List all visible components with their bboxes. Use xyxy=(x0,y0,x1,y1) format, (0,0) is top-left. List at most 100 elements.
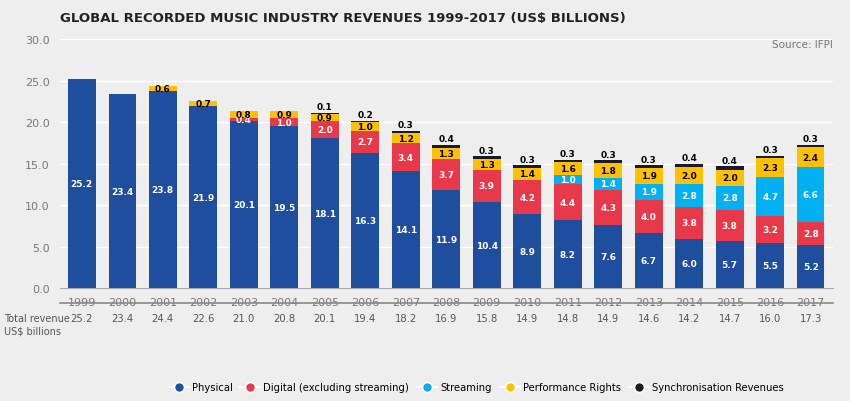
Bar xyxy=(716,210,744,241)
Bar xyxy=(473,157,501,160)
Text: 8.9: 8.9 xyxy=(519,247,536,256)
Bar xyxy=(756,217,784,243)
Text: 23.4: 23.4 xyxy=(111,313,133,323)
Text: 5.2: 5.2 xyxy=(802,263,819,271)
Text: 0.2: 0.2 xyxy=(357,111,373,119)
Bar xyxy=(392,144,420,172)
Bar xyxy=(635,168,662,184)
Text: 16.3: 16.3 xyxy=(354,217,377,226)
Bar xyxy=(594,161,622,164)
Text: 5.7: 5.7 xyxy=(722,261,738,269)
Text: 21.0: 21.0 xyxy=(233,313,255,323)
Text: 0.3: 0.3 xyxy=(479,146,495,155)
Bar xyxy=(352,154,379,289)
Text: 0.3: 0.3 xyxy=(398,121,414,130)
Text: 4.3: 4.3 xyxy=(600,203,616,213)
Bar xyxy=(392,131,420,134)
Bar xyxy=(676,239,703,289)
Text: 20.1: 20.1 xyxy=(314,313,336,323)
Text: 10.4: 10.4 xyxy=(476,241,498,250)
Text: 2.7: 2.7 xyxy=(357,138,373,147)
Bar xyxy=(554,176,581,184)
Bar xyxy=(554,221,581,289)
Bar xyxy=(473,160,501,170)
Text: 19.4: 19.4 xyxy=(354,313,377,323)
Bar xyxy=(594,190,622,226)
Bar xyxy=(716,241,744,289)
Bar xyxy=(797,145,824,148)
Text: 0.1: 0.1 xyxy=(317,103,332,112)
Text: 20.8: 20.8 xyxy=(273,313,295,323)
Text: 1.0: 1.0 xyxy=(276,118,292,128)
Bar xyxy=(190,101,217,107)
Text: 0.3: 0.3 xyxy=(600,150,616,160)
Bar xyxy=(190,107,217,289)
Bar xyxy=(797,246,824,289)
Bar xyxy=(311,139,338,289)
Bar xyxy=(433,190,460,289)
Bar xyxy=(635,233,662,289)
Text: 1.9: 1.9 xyxy=(641,172,657,181)
Text: 2.8: 2.8 xyxy=(722,194,738,203)
Text: 0.4: 0.4 xyxy=(682,154,697,163)
Text: 14.1: 14.1 xyxy=(394,226,416,235)
Bar xyxy=(635,166,662,168)
Text: 3.9: 3.9 xyxy=(479,182,495,191)
Bar xyxy=(594,164,622,178)
Text: 1.3: 1.3 xyxy=(439,150,454,158)
Text: 23.4: 23.4 xyxy=(111,187,133,196)
Bar xyxy=(797,223,824,246)
Bar xyxy=(311,115,338,122)
Text: 2.0: 2.0 xyxy=(317,126,332,135)
Bar xyxy=(392,134,420,144)
Text: 14.9: 14.9 xyxy=(516,313,538,323)
Text: Source: IFPI: Source: IFPI xyxy=(772,40,833,50)
Bar xyxy=(513,168,541,180)
Bar xyxy=(149,87,177,91)
Bar xyxy=(756,243,784,289)
Text: 0.9: 0.9 xyxy=(276,111,292,119)
Text: 1.8: 1.8 xyxy=(600,166,616,176)
Text: 24.4: 24.4 xyxy=(151,313,174,323)
Bar xyxy=(594,226,622,289)
Bar xyxy=(311,122,338,139)
Text: 6.7: 6.7 xyxy=(641,257,657,265)
Text: 18.1: 18.1 xyxy=(314,209,336,218)
Bar xyxy=(635,184,662,200)
Text: 6.0: 6.0 xyxy=(682,259,697,268)
Text: 0.3: 0.3 xyxy=(803,135,819,144)
Bar xyxy=(352,131,379,154)
Text: 5.5: 5.5 xyxy=(762,261,778,270)
Text: 2.0: 2.0 xyxy=(682,172,697,180)
Text: 0.4: 0.4 xyxy=(235,116,252,125)
Text: 7.6: 7.6 xyxy=(600,253,616,262)
Text: 3.2: 3.2 xyxy=(762,225,778,234)
Text: 23.8: 23.8 xyxy=(151,186,174,194)
Text: 1.4: 1.4 xyxy=(519,170,536,179)
Text: 16.9: 16.9 xyxy=(435,313,457,323)
Bar xyxy=(473,203,501,289)
Bar xyxy=(676,184,703,207)
Text: 25.2: 25.2 xyxy=(71,313,93,323)
Text: 1.4: 1.4 xyxy=(600,180,616,189)
Bar xyxy=(392,172,420,289)
Bar xyxy=(756,156,784,159)
Bar xyxy=(676,168,703,184)
Text: 19.5: 19.5 xyxy=(273,203,296,213)
Text: 2.8: 2.8 xyxy=(802,229,819,239)
Bar xyxy=(270,127,298,289)
Text: 0.8: 0.8 xyxy=(236,111,252,120)
Text: 2.8: 2.8 xyxy=(682,191,697,200)
Bar xyxy=(149,91,177,289)
Text: 0.3: 0.3 xyxy=(641,156,656,164)
Bar xyxy=(797,168,824,223)
Bar xyxy=(594,178,622,190)
Bar xyxy=(230,119,258,122)
Text: 8.2: 8.2 xyxy=(560,250,575,259)
Text: 1.2: 1.2 xyxy=(398,134,414,143)
Text: 21.9: 21.9 xyxy=(192,194,214,203)
Bar xyxy=(716,187,744,210)
Text: 4.4: 4.4 xyxy=(559,198,575,207)
Bar xyxy=(433,149,460,160)
Text: 4.0: 4.0 xyxy=(641,212,657,221)
